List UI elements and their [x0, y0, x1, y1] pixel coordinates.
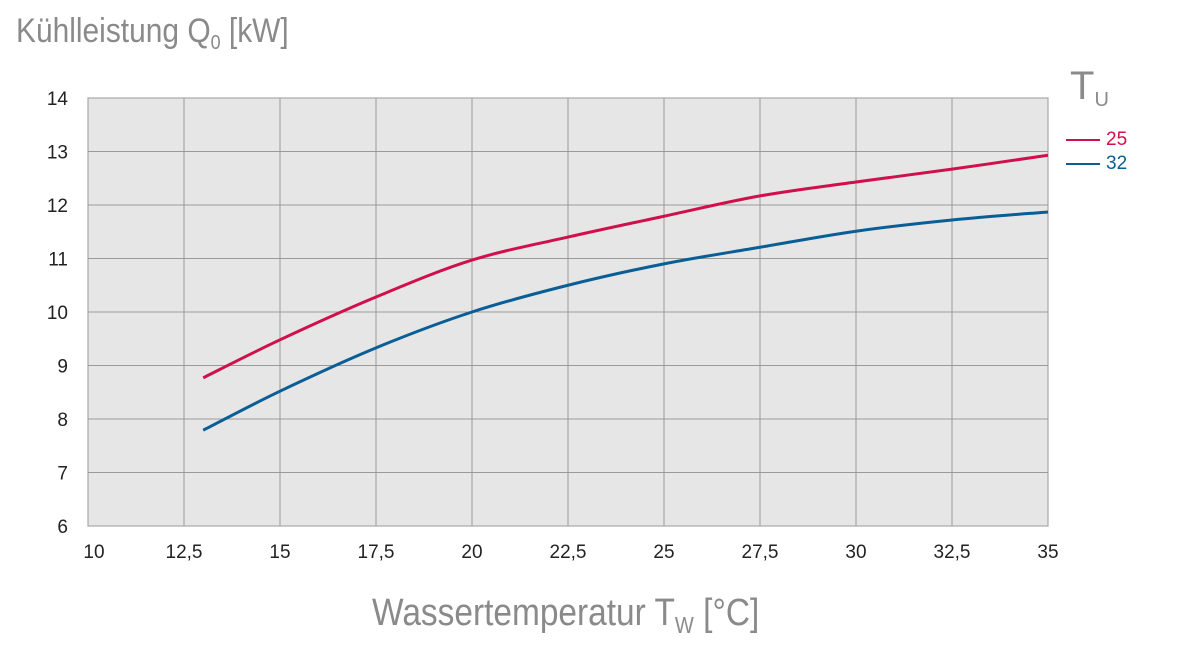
x-tick-label: 15: [269, 542, 290, 563]
y-tick-label: 9: [57, 357, 68, 378]
series-line-25: [202, 153, 1049, 380]
x-tick-label: 27,5: [742, 542, 779, 563]
y-tick-label: 7: [57, 464, 68, 485]
x-axis-title: Wassertemperatur TW [°C]: [372, 592, 760, 638]
legend-title: TU: [1070, 64, 1109, 111]
x-tick-label: 17,5: [358, 542, 395, 563]
x-tick-label: 12,5: [166, 542, 203, 563]
legend-swatch: [1066, 139, 1100, 141]
legend-label: 32: [1106, 153, 1128, 174]
legend-item-25: 25: [1066, 129, 1127, 151]
y-tick-label: 8: [57, 410, 68, 431]
legend-item-32: 32: [1066, 153, 1127, 175]
x-tick-label: 35: [1037, 542, 1058, 563]
legend-label: 25: [1106, 129, 1128, 150]
series-line-32: [202, 210, 1049, 432]
x-tick-label: 10: [83, 542, 104, 563]
x-tick-label: 20: [461, 542, 482, 563]
y-tick-label: 14: [47, 89, 69, 110]
y-tick-label: 13: [47, 143, 68, 164]
y-tick-label: 11: [48, 250, 68, 271]
y-tick-label: 12: [47, 196, 68, 217]
legend-swatch: [1066, 163, 1100, 165]
y-tick-label: 10: [47, 303, 68, 324]
y-axis-title: Kühlleistung Q0 [kW]: [16, 12, 289, 55]
x-tick-label: 30: [845, 542, 866, 563]
x-tick-label: 22,5: [550, 542, 587, 563]
y-tick-label: 6: [57, 517, 68, 538]
x-tick-label: 25: [653, 542, 674, 563]
x-tick-label: 32,5: [934, 542, 971, 563]
